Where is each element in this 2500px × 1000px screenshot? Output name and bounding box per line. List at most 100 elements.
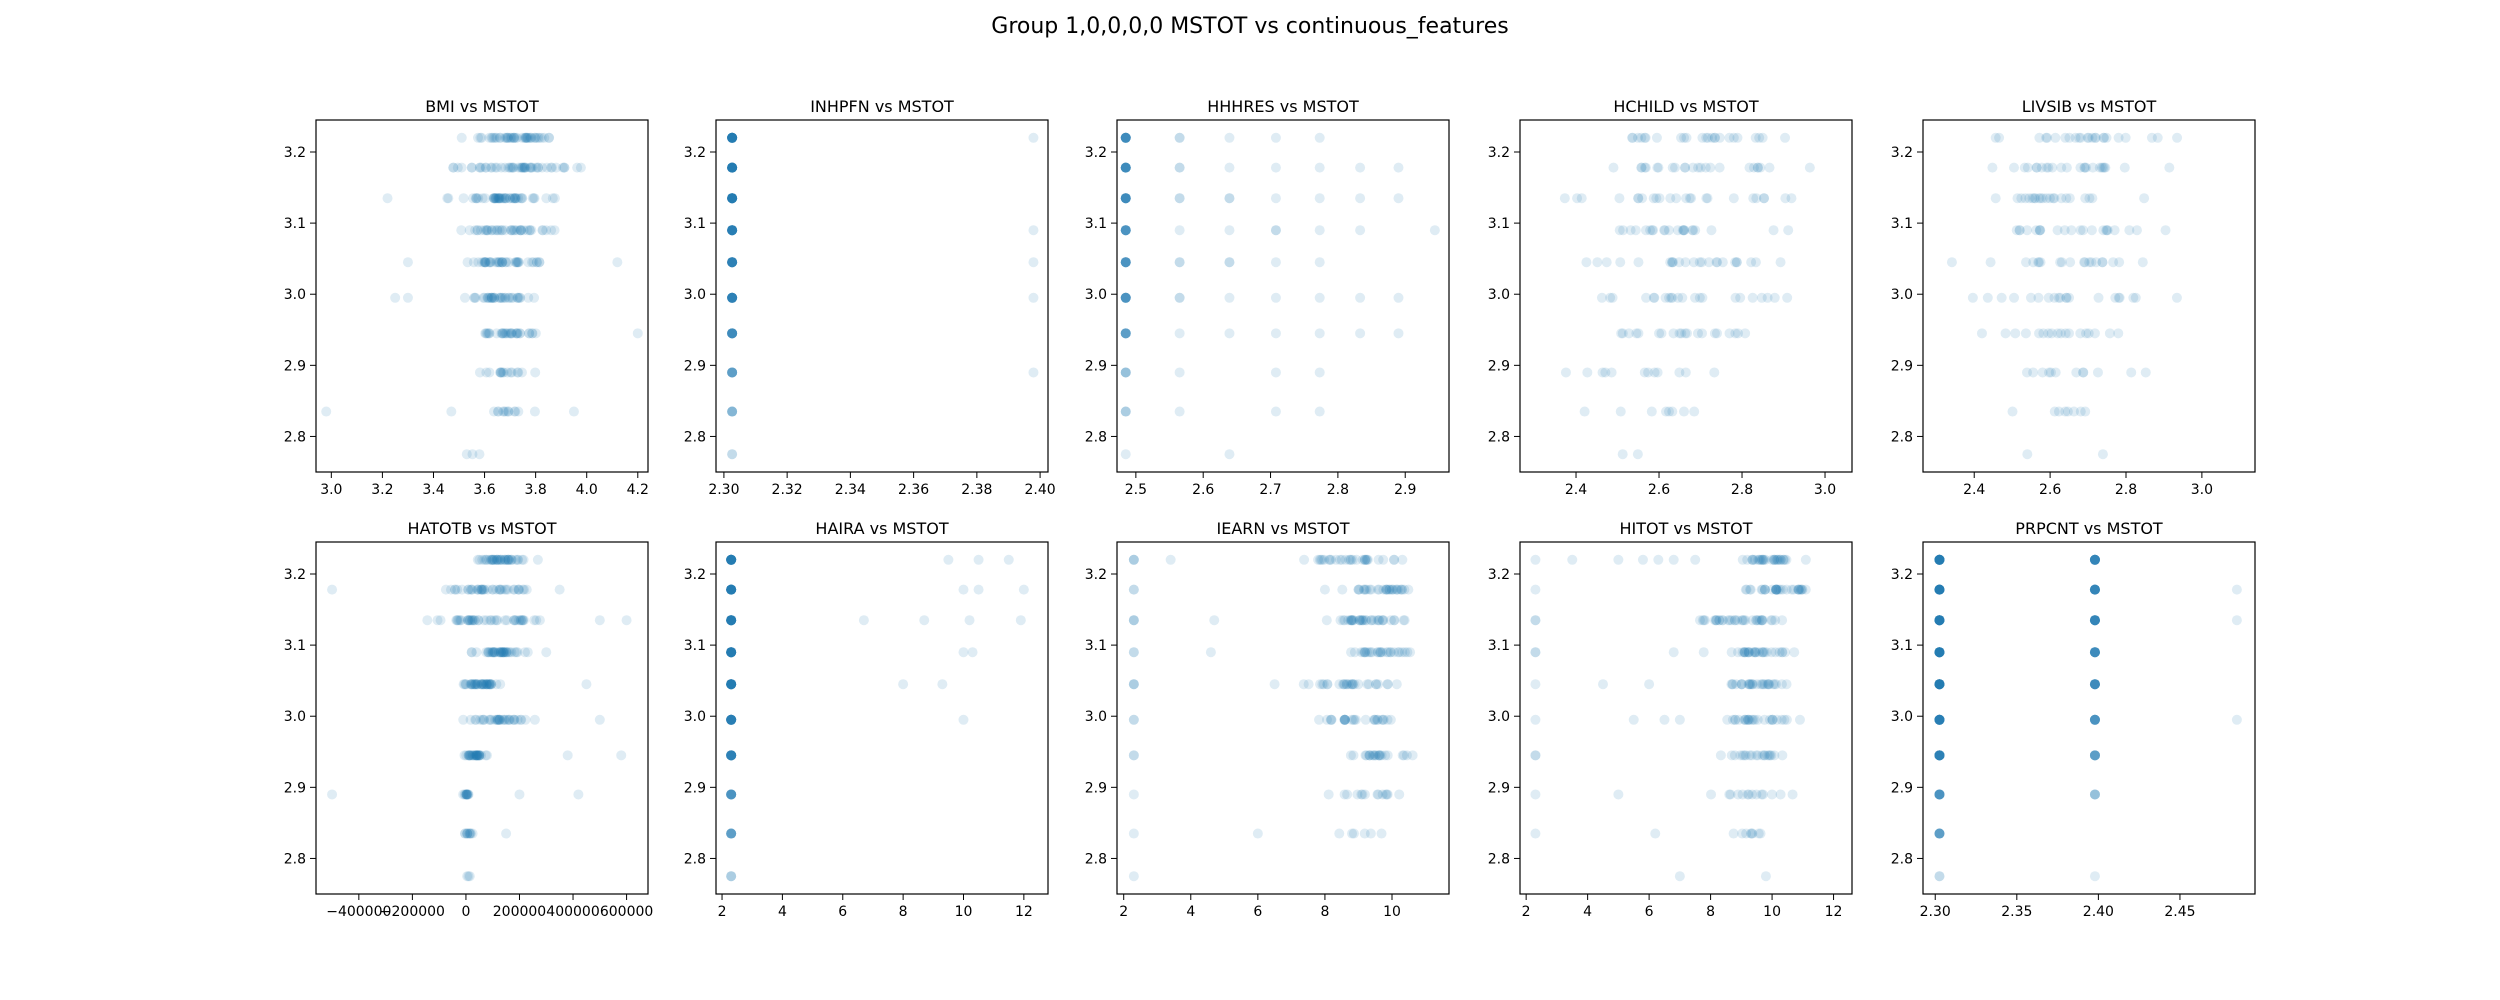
data-point: [1756, 615, 1767, 626]
data-point: [2089, 615, 2100, 626]
data-point: [452, 584, 463, 595]
data-point: [517, 162, 528, 173]
y-tick-label: 3.1: [1891, 638, 1913, 654]
data-point: [2044, 193, 2055, 204]
data-point: [919, 615, 930, 626]
data-point: [458, 789, 469, 800]
data-point: [469, 615, 480, 626]
data-point: [1530, 750, 1541, 761]
data-point: [518, 554, 529, 565]
data-point: [2055, 328, 2066, 339]
data-point: [2152, 132, 2163, 143]
data-point: [1934, 828, 1945, 839]
data-point: [1743, 647, 1754, 658]
data-point: [726, 584, 737, 595]
data-point: [1359, 828, 1370, 839]
data-point: [1314, 367, 1325, 378]
data-point: [2130, 292, 2141, 303]
data-point: [1348, 679, 1359, 690]
data-point: [472, 225, 483, 236]
data-point: [481, 367, 492, 378]
data-point: [727, 257, 738, 268]
x-tick-label: 2.5: [1125, 482, 1147, 498]
data-point: [1015, 615, 1026, 626]
data-point: [463, 584, 474, 595]
data-point: [2068, 406, 2079, 417]
data-point: [1934, 750, 1945, 761]
data-point: [727, 257, 738, 268]
data-point: [512, 714, 523, 725]
data-point: [1934, 750, 1945, 761]
data-point: [1397, 647, 1408, 658]
data-point: [727, 367, 738, 378]
x-tick-label: 3.2: [371, 482, 393, 498]
data-point: [466, 647, 477, 658]
data-point: [1598, 679, 1608, 690]
data-point: [1650, 828, 1661, 839]
data-point: [1934, 647, 1945, 658]
data-point: [480, 193, 491, 204]
data-point: [1120, 132, 1131, 143]
data-point: [1374, 615, 1385, 626]
data-point: [459, 828, 470, 839]
data-point: [1717, 615, 1728, 626]
data-point: [1174, 292, 1185, 303]
data-point: [1366, 584, 1377, 595]
data-point: [529, 132, 540, 143]
data-point: [486, 647, 497, 658]
data-point: [546, 162, 557, 173]
data-point: [727, 367, 738, 378]
data-point: [594, 615, 605, 626]
data-point: [1934, 647, 1945, 658]
data-point: [1763, 679, 1774, 690]
data-point: [479, 257, 490, 268]
data-point: [1934, 750, 1945, 761]
data-point: [2089, 750, 2100, 761]
data-point: [1994, 132, 2005, 143]
data-point: [727, 193, 738, 204]
data-point: [1120, 132, 1131, 143]
data-point: [1128, 647, 1139, 658]
data-point: [2089, 615, 2100, 626]
data-point: [1120, 132, 1131, 143]
data-point: [509, 406, 520, 417]
data-point: [1934, 647, 1945, 658]
data-point: [490, 714, 501, 725]
data-point: [1128, 584, 1139, 595]
data-point: [1749, 554, 1760, 565]
data-point: [1710, 615, 1721, 626]
data-point: [1637, 193, 1648, 204]
data-point: [726, 679, 737, 690]
data-point: [467, 615, 478, 626]
x-tick-label: 2.32: [772, 482, 803, 498]
data-point: [726, 750, 737, 761]
data-point: [1709, 132, 1720, 143]
data-point: [1318, 679, 1329, 690]
data-point: [727, 193, 738, 204]
data-point: [1653, 162, 1664, 173]
data-point: [726, 647, 737, 658]
data-point: [521, 132, 532, 143]
data-point: [1703, 257, 1714, 268]
y-tick-label: 2.8: [1085, 429, 1107, 445]
data-point: [1730, 292, 1741, 303]
data-point: [489, 406, 500, 417]
data-point: [1331, 554, 1342, 565]
axes-frame: [1922, 541, 2256, 895]
data-point: [1667, 257, 1677, 268]
data-point: [491, 162, 502, 173]
scatter-points: [327, 554, 632, 882]
data-point: [726, 554, 737, 565]
data-point: [726, 871, 737, 882]
data-point: [500, 193, 511, 204]
data-point: [1934, 554, 1945, 565]
data-point: [1934, 647, 1945, 658]
data-point: [1342, 789, 1353, 800]
data-point: [1934, 679, 1945, 690]
data-point: [1128, 647, 1139, 658]
data-point: [1774, 554, 1785, 565]
data-point: [1726, 679, 1737, 690]
data-point: [489, 193, 500, 204]
data-point: [2089, 750, 2100, 761]
data-point: [727, 162, 738, 173]
